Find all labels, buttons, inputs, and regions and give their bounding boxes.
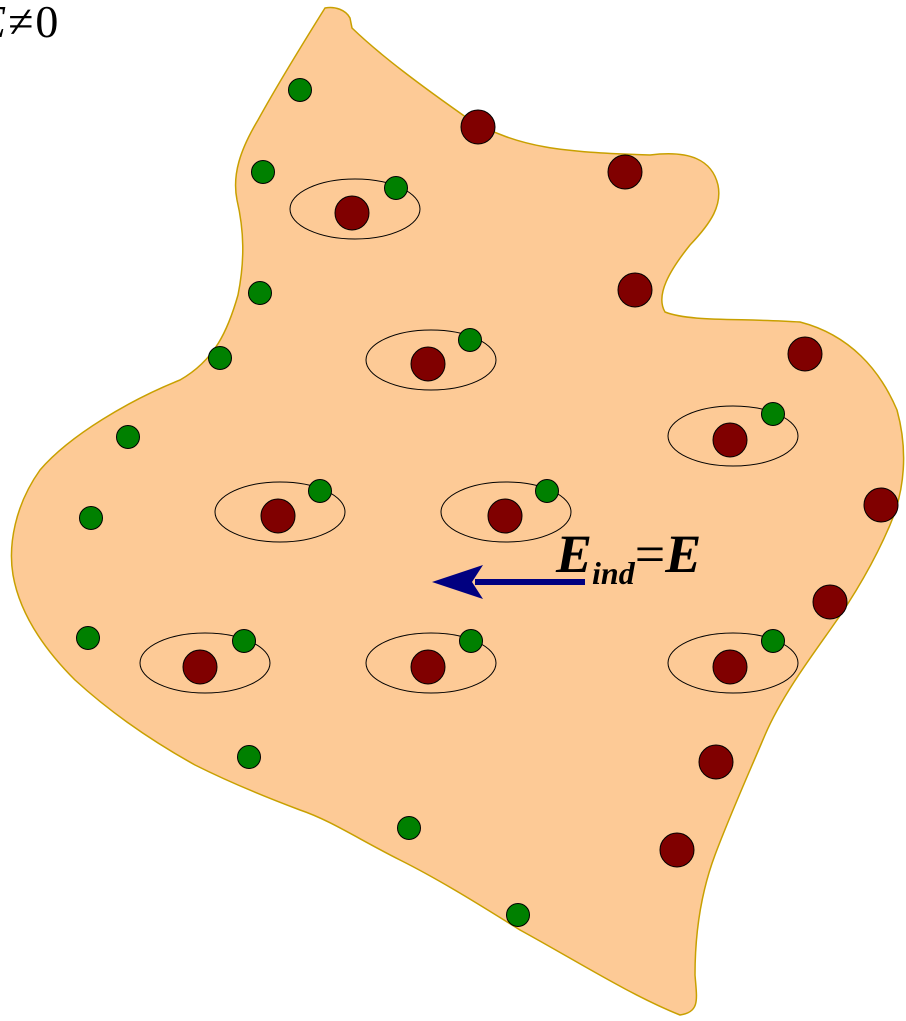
negative-charge xyxy=(249,282,272,305)
negative-charge xyxy=(233,630,256,653)
negative-charge xyxy=(536,480,559,503)
relation: = xyxy=(635,524,665,584)
symbol: E xyxy=(0,0,6,47)
positive-charge xyxy=(713,650,747,684)
negative-charge xyxy=(459,329,482,352)
diagram: E≠0 Eind=E xyxy=(0,0,906,1021)
positive-charge xyxy=(864,488,898,522)
positive-charge xyxy=(461,110,495,144)
positive-charge xyxy=(183,650,217,684)
subscript: ind xyxy=(592,555,636,591)
positive-charge xyxy=(618,273,652,307)
negative-charge xyxy=(507,904,530,927)
rhs: 0 xyxy=(35,0,58,47)
negative-charge xyxy=(252,161,275,184)
positive-charge xyxy=(411,650,445,684)
negative-charge xyxy=(289,79,312,102)
negative-charge xyxy=(238,746,261,769)
positive-charge xyxy=(660,833,694,867)
positive-charge xyxy=(488,499,522,533)
positive-charge xyxy=(261,499,295,533)
negative-charge xyxy=(309,480,332,503)
top-label: E≠0 xyxy=(0,0,58,47)
positive-charge xyxy=(813,585,847,619)
negative-charge xyxy=(398,817,421,840)
negative-charge xyxy=(209,347,232,370)
relation: ≠ xyxy=(8,0,33,47)
negative-charge xyxy=(762,403,785,426)
positive-charge xyxy=(608,155,642,189)
material-region xyxy=(11,7,903,1015)
negative-charge xyxy=(762,630,785,653)
negative-charge xyxy=(460,630,483,653)
negative-charge xyxy=(385,177,408,200)
negative-charge xyxy=(117,426,140,449)
symbol: E xyxy=(555,524,592,584)
positive-charge xyxy=(788,337,822,371)
negative-charge xyxy=(80,507,103,530)
rhs: E xyxy=(664,524,701,584)
positive-charge xyxy=(699,745,733,779)
page: {"top_label": {"symbol": "E", "relation"… xyxy=(0,0,906,1021)
positive-charge xyxy=(335,196,369,230)
positive-charge xyxy=(713,423,747,457)
negative-charge xyxy=(77,627,100,650)
positive-charge xyxy=(411,347,445,381)
